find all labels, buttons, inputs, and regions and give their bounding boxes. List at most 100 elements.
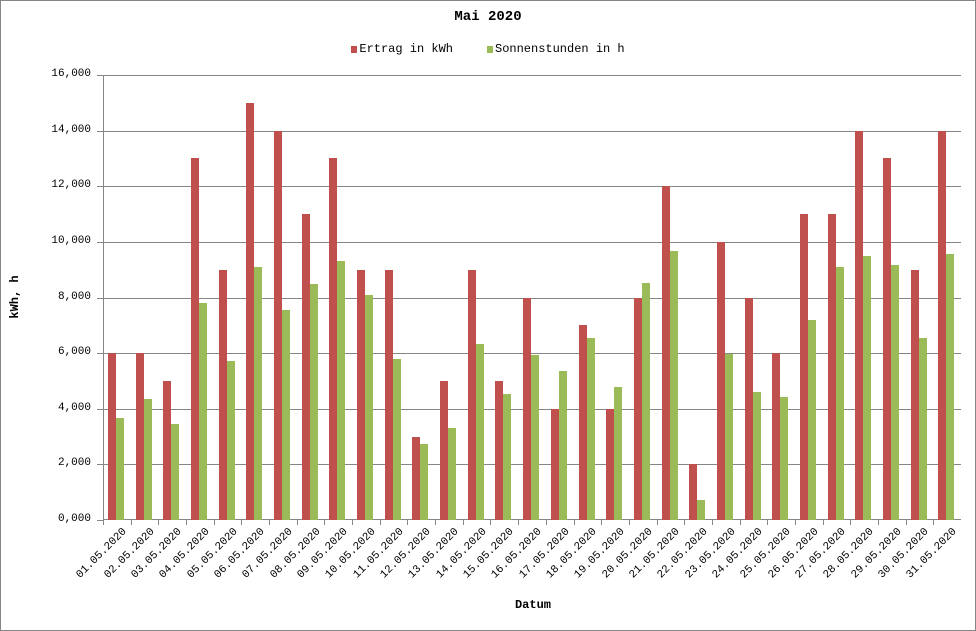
y-tick bbox=[97, 520, 103, 521]
bar-ertrag bbox=[827, 214, 836, 520]
bar-ertrag bbox=[218, 269, 227, 520]
bar-sonnenstunden bbox=[503, 394, 512, 520]
bar-sonnenstunden bbox=[835, 266, 844, 520]
bar-sonnenstunden bbox=[724, 353, 733, 520]
x-tick bbox=[739, 520, 741, 525]
y-tick bbox=[97, 408, 103, 410]
x-tick bbox=[130, 520, 132, 525]
bar-ertrag bbox=[467, 269, 476, 520]
legend-item-ertrag: Ertrag in kWh bbox=[351, 42, 453, 56]
x-tick bbox=[684, 520, 686, 525]
bar-sonnenstunden bbox=[752, 392, 761, 520]
bar-ertrag bbox=[661, 186, 670, 520]
bar-ertrag bbox=[716, 241, 725, 520]
y-tick bbox=[97, 75, 103, 76]
x-tick bbox=[296, 520, 298, 525]
x-tick bbox=[794, 520, 796, 525]
x-tick bbox=[601, 520, 603, 525]
y-tick-label: 10,000 bbox=[51, 234, 91, 247]
x-tick bbox=[103, 520, 104, 525]
x-tick bbox=[656, 520, 658, 525]
y-axis-title: kWh, h bbox=[8, 275, 22, 319]
bar-sonnenstunden bbox=[337, 261, 346, 520]
bar-ertrag bbox=[550, 408, 559, 520]
bar-ertrag bbox=[246, 102, 255, 520]
bar-ertrag bbox=[274, 130, 283, 520]
bar-sonnenstunden bbox=[558, 370, 567, 520]
y-tick-label: 2,000 bbox=[57, 457, 91, 470]
y-axis bbox=[103, 75, 104, 520]
bar-sonnenstunden bbox=[199, 303, 208, 520]
x-tick bbox=[545, 520, 547, 525]
bar-sonnenstunden bbox=[392, 358, 401, 520]
plot-area bbox=[97, 75, 961, 525]
y-tick-label: 14,000 bbox=[51, 123, 91, 136]
bar-sonnenstunden bbox=[254, 266, 263, 520]
bar-sonnenstunden bbox=[309, 283, 318, 520]
x-tick bbox=[767, 520, 769, 525]
y-tick-label: 6,000 bbox=[57, 346, 91, 359]
x-tick bbox=[352, 520, 354, 525]
bar-ertrag bbox=[799, 214, 808, 520]
y-tick bbox=[97, 353, 103, 355]
bar-ertrag bbox=[495, 380, 504, 520]
bar-sonnenstunden bbox=[863, 255, 872, 520]
bar-sonnenstunden bbox=[475, 343, 484, 520]
bar-ertrag bbox=[938, 130, 947, 520]
bar-ertrag bbox=[384, 269, 393, 520]
bar-ertrag bbox=[357, 269, 366, 520]
bar-sonnenstunden bbox=[614, 387, 623, 520]
bar-sonnenstunden bbox=[282, 310, 291, 520]
x-tick bbox=[933, 520, 935, 525]
x-tick bbox=[324, 520, 326, 525]
legend-item-sonnenstunden: Sonnenstunden in h bbox=[487, 42, 625, 56]
y-tick bbox=[97, 186, 103, 188]
x-tick bbox=[186, 520, 188, 525]
x-tick bbox=[877, 520, 879, 525]
x-tick bbox=[435, 520, 437, 525]
x-axis-title: Datum bbox=[514, 598, 551, 612]
x-tick bbox=[158, 520, 160, 525]
bar-ertrag bbox=[163, 380, 172, 520]
x-tick bbox=[850, 520, 852, 525]
bar-ertrag bbox=[772, 353, 781, 520]
bar-ertrag bbox=[882, 158, 891, 520]
bar-ertrag bbox=[191, 158, 200, 520]
bar-sonnenstunden bbox=[448, 428, 457, 520]
x-tick bbox=[711, 520, 713, 525]
bar-ertrag bbox=[606, 408, 615, 520]
x-tick bbox=[822, 520, 824, 525]
bar-sonnenstunden bbox=[780, 397, 789, 520]
bar-sonnenstunden bbox=[171, 424, 180, 520]
gridline bbox=[103, 297, 961, 299]
y-tick-label: 8,000 bbox=[57, 290, 91, 303]
y-tick-label: 4,000 bbox=[57, 401, 91, 414]
y-tick-label: 12,000 bbox=[51, 179, 91, 192]
x-tick bbox=[379, 520, 381, 525]
bar-sonnenstunden bbox=[116, 417, 124, 520]
bar-ertrag bbox=[578, 325, 587, 520]
bar-sonnenstunden bbox=[890, 264, 899, 520]
y-tick bbox=[97, 130, 103, 132]
y-tick bbox=[97, 297, 103, 299]
legend: Ertrag in kWh Sonnenstunden in h bbox=[0, 42, 976, 56]
bar-sonnenstunden bbox=[143, 399, 152, 520]
x-tick bbox=[628, 520, 630, 525]
bar-ertrag bbox=[910, 269, 919, 520]
gridline bbox=[103, 186, 961, 188]
gridline bbox=[103, 130, 961, 132]
x-tick bbox=[573, 520, 575, 525]
y-tick-label: 16,000 bbox=[51, 68, 91, 80]
bar-ertrag bbox=[135, 353, 144, 520]
bar-sonnenstunden bbox=[531, 355, 540, 520]
legend-swatch-ertrag bbox=[351, 45, 358, 53]
gridline bbox=[103, 353, 961, 355]
bar-sonnenstunden bbox=[420, 444, 429, 520]
x-tick bbox=[905, 520, 907, 525]
bar-sonnenstunden bbox=[226, 360, 235, 520]
x-tick bbox=[462, 520, 464, 525]
bar-sonnenstunden bbox=[946, 253, 955, 520]
x-tick bbox=[213, 520, 215, 525]
legend-label-ertrag: Ertrag in kWh bbox=[359, 42, 453, 56]
